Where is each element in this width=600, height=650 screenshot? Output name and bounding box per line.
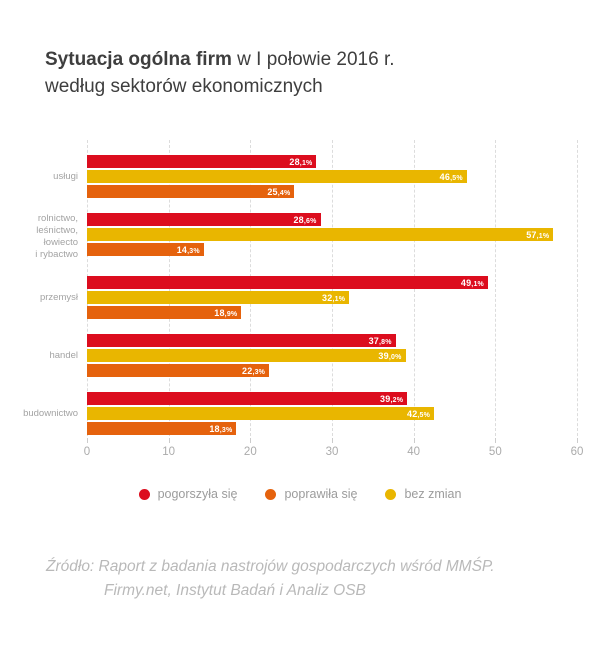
axis-tick-label: 0 [83, 446, 91, 458]
legend-label: pogorszyła się [157, 487, 238, 501]
bar-pogorszyla-sie: 49,1% [87, 276, 488, 289]
axis-tick-label: 30 [325, 446, 339, 458]
axis-tick-label: 10 [162, 446, 176, 458]
value-label: 49,1% [460, 277, 484, 288]
chart-rows: usługi 28,1% 46,5% 25,4% rolnictwo, leśnictwo… [0, 140, 600, 435]
value-label: 32,1% [322, 292, 346, 303]
axis-tick [168, 438, 170, 443]
category-label: rolnictwo, leśnictwo, łowiecto i rybactwo [35, 213, 78, 260]
axis-tick-label: 20 [243, 446, 257, 458]
legend-item-pogorszyla-sie: pogorszyła się [138, 487, 238, 501]
source-line1: Źródło: Raport z badania nastrojów gospo… [46, 558, 495, 575]
chart-title-bold: Sytuacja ogólna firm [45, 49, 232, 70]
category-label: budownictwo [23, 407, 78, 419]
bar-poprawila-sie: 18,9% [87, 306, 242, 319]
axis-tick-label: 50 [488, 446, 502, 458]
legend-dot-pogorszyla-sie [138, 488, 150, 500]
bar-group: 28,1% 46,5% 25,4% [87, 155, 577, 198]
bar-bez-zmian: 39,0% [87, 349, 406, 362]
legend-dot-bez-zmian [385, 488, 397, 500]
value-label: 39,0% [378, 350, 402, 361]
source-note: Źródło: Raport z badania nastrojów gospo… [46, 555, 558, 603]
value-label: 37,8% [368, 335, 392, 346]
legend: pogorszyła się poprawiła się bez zmian [0, 487, 600, 501]
gridline [577, 140, 578, 436]
bar-group: 37,8% 39,0% 22,3% [87, 334, 577, 377]
bar-poprawila-sie: 18,3% [87, 422, 237, 435]
legend-item-bez-zmian: bez zmian [385, 487, 461, 501]
bar-poprawila-sie: 22,3% [87, 364, 270, 377]
value-label: 28,1% [289, 156, 313, 167]
bar-group: 28,6% 57,1% 14,3% [87, 213, 577, 261]
value-label: 28,6% [293, 214, 317, 225]
value-label: 42,5% [406, 408, 431, 419]
bar-bez-zmian: 32,1% [87, 291, 350, 304]
chart-row: handel 37,8% 39,0% 22,3% [0, 334, 600, 377]
legend-dot-poprawila-sie [265, 488, 277, 500]
category-label: handel [49, 349, 78, 361]
axis-tick [332, 438, 333, 443]
legend-label: poprawiła się [284, 487, 358, 501]
legend-label: bez zmian [404, 487, 462, 501]
chart-row: rolnictwo, leśnictwo, łowiecto i rybactwo 2… [0, 213, 600, 261]
source-line2: Firmy.net, Instytut Badań i Analiz OSB [104, 582, 366, 599]
bar-pogorszyla-sie: 37,8% [87, 334, 396, 347]
bar-bez-zmian: 42,5% [87, 407, 435, 420]
bar-pogorszyla-sie: 39,2% [87, 392, 408, 405]
chart-title-rest: w I połowie 2016 r. [231, 49, 395, 70]
value-label: 22,3% [242, 365, 266, 376]
bar-group: 49,1% 32,1% 18,9% [87, 276, 577, 319]
axis-tick [413, 438, 415, 443]
chart-row: przemysł 49,1% 32,1% 18,9% [0, 276, 600, 319]
x-axis: 0 10 20 30 40 50 60 [83, 436, 583, 466]
axis-tick-label: 60 [570, 446, 584, 458]
chart-row: budownictwo 39,2% 42,5% 18,3% [0, 392, 600, 435]
value-label: 46,5% [439, 171, 463, 182]
bar-pogorszyla-sie: 28,6% [87, 213, 321, 226]
bar-chart: usługi 28,1% 46,5% 25,4% rolnictwo, leśnictwo… [0, 140, 600, 458]
value-label: 18,3% [209, 423, 233, 434]
gridline [495, 140, 497, 436]
bar-bez-zmian: 46,5% [87, 170, 467, 183]
chart-title: Sytuacja ogólna firm w I połowie 2016 r.… [45, 46, 395, 100]
value-label: 39,2% [380, 393, 404, 404]
bar-bez-zmian: 57,1% [87, 228, 554, 241]
bar-pogorszyla-sie: 28,1% [87, 155, 317, 168]
axis-tick-label: 40 [407, 446, 421, 458]
axis-tick [87, 438, 88, 443]
axis-tick [495, 438, 497, 443]
bar-group: 39,2% 42,5% 18,3% [87, 392, 577, 435]
chart-row: usługi 28,1% 46,5% 25,4% [0, 155, 600, 198]
chart-title-line2: według sektorów ekonomicznych [45, 76, 323, 97]
value-label: 14,3% [176, 244, 200, 255]
value-label: 25,4% [267, 186, 291, 197]
bar-poprawila-sie: 25,4% [87, 185, 295, 198]
category-label: usługi [53, 170, 78, 182]
category-label: przemysł [39, 291, 78, 303]
axis-tick [250, 438, 252, 443]
axis-tick [577, 438, 578, 443]
value-label: 18,9% [214, 307, 238, 318]
value-label: 57,1% [526, 229, 550, 240]
legend-item-poprawila-sie: poprawiła się [265, 487, 357, 501]
bar-poprawila-sie: 14,3% [87, 243, 204, 256]
